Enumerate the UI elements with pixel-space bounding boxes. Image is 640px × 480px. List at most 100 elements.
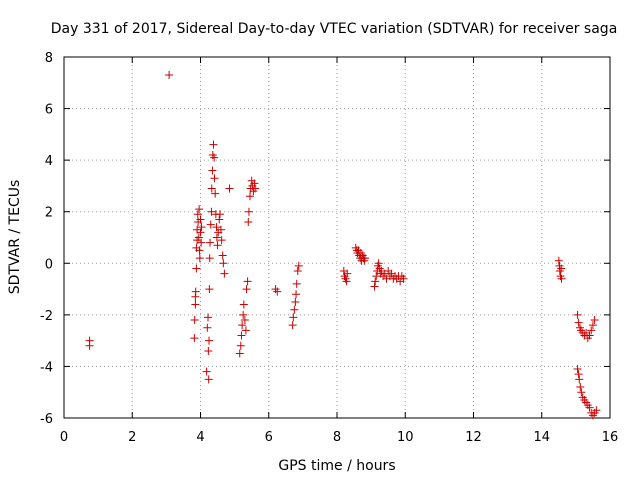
data-point <box>592 406 601 415</box>
data-point <box>225 184 234 193</box>
data-point <box>576 383 585 392</box>
data-point <box>577 388 586 397</box>
data-point <box>294 261 303 270</box>
data-point <box>244 218 253 227</box>
data-point <box>191 287 200 296</box>
x-tick-label: 2 <box>128 430 136 445</box>
axis-ticks: 0 2 4 6 8 10 12 14 16 -6 -4 -2 0 2 4 6 8 <box>40 51 618 445</box>
data-point <box>575 375 584 384</box>
y-tick-label: 4 <box>45 154 53 169</box>
data-point <box>192 264 201 273</box>
data-point <box>239 310 248 319</box>
data-point <box>208 166 217 175</box>
data-point <box>195 246 204 255</box>
data-point <box>239 300 248 309</box>
data-point <box>207 207 216 216</box>
y-tick-label: 0 <box>45 257 53 272</box>
y-tick-label: -4 <box>40 360 53 375</box>
data-point <box>237 331 246 340</box>
data-point <box>205 336 214 345</box>
data-point <box>196 215 205 224</box>
data-point <box>243 277 252 286</box>
data-point <box>206 220 215 229</box>
data-point <box>374 259 383 268</box>
data-point <box>245 192 254 201</box>
data-point <box>217 236 226 245</box>
data-point <box>206 238 215 247</box>
y-axis-label: SDTVAR / TECUs <box>7 180 23 295</box>
data-point <box>557 264 566 273</box>
data-point <box>399 274 408 283</box>
data-point <box>195 254 204 263</box>
data-point <box>215 215 224 224</box>
data-point <box>202 367 211 376</box>
data-point <box>238 321 247 330</box>
data-point <box>85 341 94 350</box>
x-tick-label: 6 <box>265 430 273 445</box>
data-point <box>218 251 227 260</box>
data-point <box>573 365 582 374</box>
data-point <box>204 346 213 355</box>
data-point <box>291 297 300 306</box>
data-point <box>342 277 351 286</box>
data-point <box>190 316 199 325</box>
data-point <box>251 184 260 193</box>
data-point <box>244 207 253 216</box>
data-point <box>204 313 213 322</box>
data-point <box>288 321 297 330</box>
data-point <box>292 279 301 288</box>
x-tick-label: 8 <box>333 430 341 445</box>
data-point <box>585 331 594 340</box>
data-point <box>343 269 352 278</box>
data-point <box>370 282 379 291</box>
data-point <box>219 259 228 268</box>
data-point <box>290 305 299 314</box>
data-point <box>241 326 250 335</box>
data-point <box>250 179 259 188</box>
data-point <box>587 326 596 335</box>
data-point <box>371 277 380 286</box>
grid <box>64 57 610 418</box>
data-point <box>191 300 200 309</box>
data-point <box>212 233 221 242</box>
data-point <box>590 316 599 325</box>
data-point <box>588 321 597 330</box>
y-tick-label: 2 <box>45 206 53 221</box>
data-point <box>194 233 203 242</box>
data-point <box>273 287 282 296</box>
data-point <box>205 285 214 294</box>
y-tick-label: -6 <box>40 412 53 427</box>
data-point <box>213 241 222 250</box>
data-point <box>197 238 206 247</box>
data-point <box>360 254 369 263</box>
data-point <box>235 349 244 358</box>
y-tick-label: 8 <box>45 51 53 66</box>
data-point <box>195 205 204 214</box>
data-point <box>242 285 251 294</box>
data-point <box>215 210 224 219</box>
data-point <box>197 223 206 232</box>
data-point <box>210 174 219 183</box>
data-point <box>212 223 221 232</box>
data-point <box>573 310 582 319</box>
x-tick-label: 10 <box>397 430 414 445</box>
y-tick-label: 6 <box>45 103 53 118</box>
x-axis-label: GPS time / hours <box>278 458 395 474</box>
data-point <box>193 210 202 219</box>
x-tick-label: 12 <box>465 430 482 445</box>
x-tick-label: 0 <box>60 430 68 445</box>
data-point <box>240 316 249 325</box>
data-point <box>585 403 594 412</box>
data-point <box>574 318 583 327</box>
x-tick-label: 14 <box>533 430 550 445</box>
data-points <box>85 71 601 420</box>
data-point <box>216 225 225 234</box>
data-point <box>210 153 219 162</box>
chart-title: Day 331 of 2017, Sidereal Day-to-day VTE… <box>51 21 618 37</box>
x-tick-label: 4 <box>196 430 204 445</box>
data-point <box>196 228 205 237</box>
data-point <box>292 290 301 299</box>
data-point <box>203 323 212 332</box>
data-point <box>372 272 381 281</box>
